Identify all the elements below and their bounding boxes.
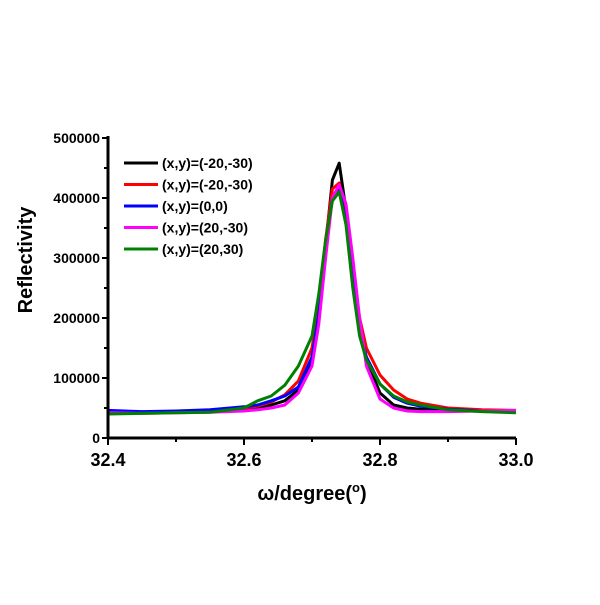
y-tick-label: 100000	[53, 370, 100, 386]
legend-label-2: (x,y)=(0,0)	[162, 198, 228, 214]
y-axis-label: Reflectivity	[15, 206, 37, 314]
y-tick-label: 300000	[53, 250, 100, 266]
legend-label-3: (x,y)=(20,-30)	[162, 220, 248, 236]
series-lines	[107, 161, 517, 416]
x-tick-label: 32.8	[362, 450, 397, 470]
series-line-1	[107, 181, 517, 414]
legend-label-1: (x,y)=(-20,-30)	[162, 177, 253, 193]
series-line-4	[107, 190, 517, 416]
x-tick-label: 32.4	[90, 450, 125, 470]
x-tick-label: 33.0	[498, 450, 533, 470]
axes: 0 100000 200000 300000 400000 500000 32.4 32.6 3…	[53, 130, 533, 470]
y-tick-label: 200000	[53, 310, 100, 326]
x-tick-label: 32.6	[226, 450, 261, 470]
x-axis-label: ω/degree(o)	[257, 480, 366, 505]
legend-label-0: (x,y)=(-20,-30)	[162, 155, 253, 171]
y-tick-label: 500000	[53, 130, 100, 146]
y-tick-label: 400000	[53, 190, 100, 206]
y-tick-label: 0	[92, 430, 100, 446]
legend-label-4: (x,y)=(20,30)	[162, 241, 243, 257]
legend: (x,y)=(-20,-30) (x,y)=(-20,-30) (x,y)=(0,0…	[124, 155, 253, 257]
series-line-3	[107, 183, 517, 415]
